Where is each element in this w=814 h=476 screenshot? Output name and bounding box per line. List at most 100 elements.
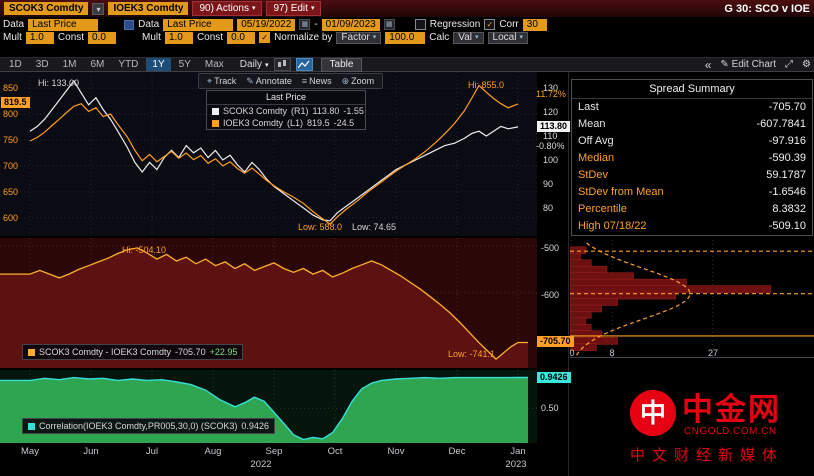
spread-hi-annotation: Hi: -504.10	[122, 245, 167, 255]
x-axis-month: Jun	[83, 446, 99, 457]
caret-down-icon: ▾	[251, 4, 256, 12]
tab-max[interactable]: Max	[204, 59, 224, 70]
spread-low-annotation: Low: -741.1	[448, 349, 496, 359]
line-chart-icon	[298, 60, 310, 69]
tab-1d[interactable]: 1D	[9, 59, 22, 70]
summary-row: High 07/18/22 -509.10	[578, 220, 806, 232]
factor-value-input[interactable]: 100.0	[385, 31, 426, 44]
tab-6m[interactable]: 6M	[90, 59, 105, 70]
x-axis-month: Oct	[327, 446, 343, 457]
main-right-axis-tick: 120	[543, 107, 559, 117]
summary-row: Median -590.39	[578, 152, 806, 164]
edit-menu[interactable]: 97) Edit ▾	[266, 1, 322, 16]
data-select-2[interactable]: Last Price	[163, 18, 234, 31]
tab-1m[interactable]: 1M	[62, 59, 77, 70]
watermark-url: CNGOLD.COM.CN	[684, 426, 777, 437]
data-label-1: Data	[3, 19, 25, 30]
factor-select[interactable]: Factor ▾	[336, 31, 382, 44]
zoom-icon: ⊕	[341, 75, 350, 86]
hist-x-tick: 0	[569, 348, 575, 358]
corr-last-badge: 0.9426	[537, 372, 571, 383]
main-left-axis-tick: 700	[3, 161, 19, 171]
hist-x-tick: 27	[707, 348, 719, 358]
check-icon: ✓	[261, 33, 268, 42]
regression-label: Regression	[429, 19, 481, 30]
corr-window-input[interactable]: 30	[522, 18, 547, 31]
caret-down-icon: ▾	[372, 34, 377, 41]
calendar-icon[interactable]: ▦	[299, 19, 311, 30]
series2-key-icon	[212, 119, 219, 127]
x-axis-month: Jan	[510, 446, 526, 457]
summary-row: Off Avg -97.916	[578, 135, 806, 147]
date-from-input[interactable]: 05/19/2022	[237, 18, 296, 31]
track-button[interactable]: ⌖ Track	[207, 75, 237, 86]
const-label-2: Const	[196, 32, 224, 43]
x-axis-month: May	[21, 446, 39, 457]
main-hi-white-annotation: Hi: 133.00	[38, 78, 80, 88]
date-separator: -	[314, 19, 318, 30]
check-icon: ✓	[486, 20, 494, 29]
x-axis-month: Jul	[145, 446, 159, 457]
corr-legend: Correlation(IOEK3 Comdty,PR005,30,0) (SC…	[22, 418, 275, 434]
field-options-button[interactable]: ▾	[92, 2, 105, 15]
calendar-icon[interactable]: ▦	[383, 19, 395, 30]
panel-divider	[568, 72, 569, 476]
security-field-1[interactable]: SCOK3 Comdty	[4, 2, 89, 15]
main-low-orange-annotation: Low: 588.0	[298, 222, 343, 232]
const-label-1: Const	[57, 32, 85, 43]
page-left-icon[interactable]: «	[704, 57, 712, 72]
summary-row: Mean -607.7841	[578, 118, 806, 130]
top-bar: SCOK3 Comdty ▾ IOEK3 Comdty 90) Actions ▾…	[0, 0, 814, 17]
spread-histogram[interactable]	[569, 240, 814, 358]
currency-select[interactable]: Local ▾	[487, 31, 528, 44]
candlestick-icon	[277, 60, 286, 67]
main-hi-orange-annotation: Hi: 855.0	[468, 80, 505, 90]
x-axis-year: 2022	[250, 459, 272, 470]
chart-toolbar: ⌖ Track ✎ Annotate ≡ News ⊕ Zoom	[198, 73, 384, 89]
tab-ytd[interactable]: YTD	[118, 59, 139, 70]
edit-chart-button[interactable]: ✎ Edit Chart	[720, 59, 777, 70]
annotate-button[interactable]: ✎ Annotate	[246, 75, 292, 86]
tab-1y-active[interactable]: 1Y	[146, 58, 171, 71]
right-axis-last-badge: 113.80	[537, 121, 571, 132]
chart-legend[interactable]: Last Price SCOK3 Comdty (R1) 113.80 -1.55 …	[206, 90, 366, 130]
zoom-button[interactable]: ⊕ Zoom	[341, 75, 375, 86]
expand-icon[interactable]: ⤢	[785, 59, 794, 70]
candlestick-chart-button[interactable]	[273, 58, 291, 71]
news-button[interactable]: ≡ News	[301, 76, 332, 86]
corr-checkbox[interactable]: ✓	[484, 19, 496, 30]
mult-input-2[interactable]: 1.0	[164, 31, 193, 44]
normalize-checkbox[interactable]: ✓	[259, 32, 271, 43]
mult-input-1[interactable]: 1.0	[25, 31, 54, 44]
spread-last-badge: -705.70	[537, 336, 574, 347]
const-input-2[interactable]: 0.0	[227, 31, 256, 44]
series-2-color-key	[124, 19, 135, 30]
summary-title: Spread Summary	[572, 80, 812, 99]
data-label-2: Data	[138, 19, 160, 30]
range-tab-bar: 1D 3D 1M 6M YTD 1Y 5Y Max Daily ▾ Table «…	[0, 57, 814, 72]
const-input-1[interactable]: 0.0	[88, 31, 117, 44]
spread-histogram-panel[interactable]	[569, 240, 814, 358]
table-button[interactable]: Table	[320, 57, 363, 72]
data-select-1[interactable]: Last Price	[28, 18, 99, 31]
regression-checkbox[interactable]	[414, 19, 426, 30]
security-field-2[interactable]: IOEK3 Comdty	[108, 2, 189, 15]
period-select[interactable]: Daily ▾	[239, 59, 269, 70]
actions-menu[interactable]: 90) Actions ▾	[192, 1, 263, 16]
gear-icon[interactable]: ⚙	[802, 59, 811, 70]
spread-chart-panel[interactable]	[0, 238, 537, 368]
news-icon: ≡	[301, 76, 308, 86]
tab-5y[interactable]: 5Y	[178, 59, 191, 70]
main-left-axis-tick: 800	[3, 109, 19, 119]
caret-down-icon: ▾	[96, 4, 101, 14]
corr-key-icon	[28, 422, 35, 430]
right-axis-pct-hi: 11.72%	[536, 89, 566, 99]
mult-label-2: Mult	[142, 32, 161, 43]
calc-select[interactable]: Val ▾	[453, 31, 484, 44]
line-chart-button[interactable]	[295, 58, 313, 71]
spread-legend: SCOK3 Comdty - IOEK3 Comdty -705.70 +22.…	[22, 344, 244, 360]
mult-label-1: Mult	[3, 32, 22, 43]
summary-row: StDev from Mean -1.6546	[578, 186, 806, 198]
date-to-input[interactable]: 01/09/2023	[321, 18, 380, 31]
tab-3d[interactable]: 3D	[35, 59, 49, 70]
